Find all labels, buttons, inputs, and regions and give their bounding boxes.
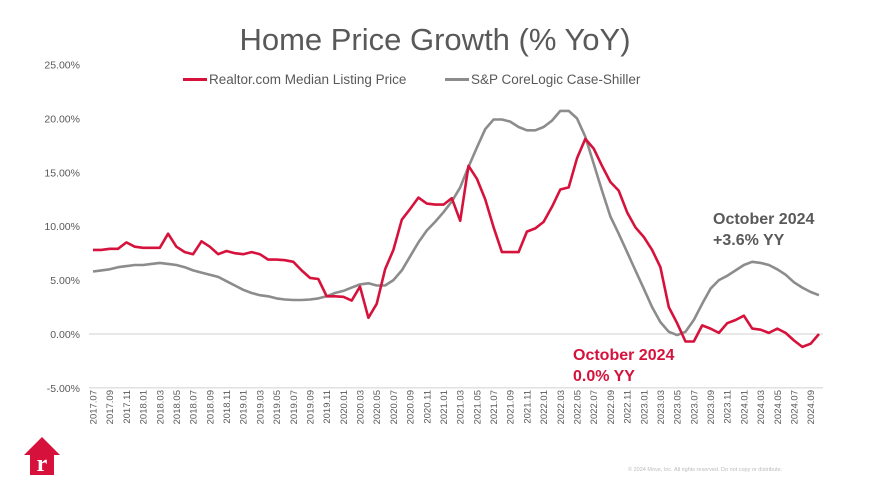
y-tick-label: 25.00%	[44, 60, 80, 72]
x-tick-label: 2023.03	[656, 390, 667, 424]
annotation-realtor-date: October 2024	[573, 347, 675, 364]
annotation-case-shiller-date: October 2024	[713, 211, 815, 228]
x-tick-label: 2024.09	[806, 390, 817, 424]
x-tick-label: 2023.07	[689, 390, 700, 424]
svg-text:r: r	[37, 451, 48, 475]
y-tick-label: 15.00%	[44, 167, 80, 179]
legend-swatch-realtor	[183, 78, 207, 81]
x-tick-label: 2020.09	[406, 390, 417, 424]
chart-title: Home Price Growth (% YoY)	[239, 22, 631, 57]
x-tick-label: 2024.01	[739, 390, 750, 424]
legend-swatch-case-shiller	[445, 78, 469, 81]
x-tick-label: 2022.11	[623, 390, 634, 424]
x-tick-label: 2020.05	[372, 390, 383, 424]
x-tick-label: 2022.03	[556, 390, 567, 424]
annotation-case-shiller: October 2024 +3.6% YY	[713, 209, 814, 251]
x-tick-label: 2023.11	[723, 390, 734, 424]
x-tick-label: 2019.11	[322, 390, 333, 424]
y-tick-label: 5.00%	[50, 275, 80, 287]
x-tick-label: 2021.03	[456, 390, 467, 424]
y-tick-label: 20.00%	[44, 113, 80, 125]
x-tick-label: 2020.03	[356, 390, 367, 424]
x-tick-label: 2019.07	[289, 390, 300, 424]
x-tick-label: 2021.01	[439, 390, 450, 424]
x-tick-label: 2020.11	[422, 390, 433, 424]
y-tick-label: -5.00%	[47, 383, 80, 395]
x-tick-label: 2022.07	[589, 390, 600, 424]
x-tick-label: 2018.01	[139, 390, 150, 424]
annotation-realtor-value: 0.0% YY	[573, 368, 635, 385]
x-tick-label: 2021.07	[489, 390, 500, 424]
x-tick-label: 2022.01	[539, 390, 550, 424]
series-line-realtor	[93, 137, 820, 349]
x-tick-label: 2020.07	[389, 390, 400, 424]
x-tick-label: 2021.05	[472, 390, 483, 424]
x-tick-label: 2019.03	[255, 390, 266, 424]
legend-item-realtor: Realtor.com Median Listing Price	[183, 72, 406, 87]
x-tick-label: 2021.11	[522, 390, 533, 424]
x-tick-label: 2024.07	[789, 390, 800, 424]
series-line-case-shiller	[92, 109, 820, 337]
x-tick-label: 2019.05	[272, 390, 283, 424]
x-tick-label: 2018.05	[172, 390, 183, 424]
copyright-notice: © 2024 Move, Inc. All rights reserved. D…	[628, 467, 783, 473]
x-tick-label: 2019.01	[239, 390, 250, 424]
x-tick-label: 2024.03	[756, 390, 767, 424]
x-tick-label: 2018.03	[155, 390, 166, 424]
x-tick-label: 2024.05	[773, 390, 784, 424]
legend-item-case-shiller: S&P CoreLogic Case-Shiller	[445, 72, 640, 87]
x-tick-label: 2021.09	[506, 390, 517, 424]
legend-label-case-shiller: S&P CoreLogic Case-Shiller	[471, 72, 641, 87]
x-tick-label: 2017.09	[105, 390, 116, 424]
y-tick-label: 10.00%	[44, 221, 80, 233]
x-tick-label: 2022.05	[573, 390, 584, 424]
x-tick-label: 2019.09	[305, 390, 316, 424]
x-tick-label: 2023.05	[673, 390, 684, 424]
x-tick-label: 2017.11	[122, 390, 133, 424]
annotation-realtor: October 2024 0.0% YY	[573, 345, 674, 387]
y-tick-label: 0.00%	[50, 329, 80, 341]
annotation-case-shiller-value: +3.6% YY	[713, 232, 785, 249]
x-tick-label: 2018.07	[189, 390, 200, 424]
x-tick-label: 2022.09	[606, 390, 617, 424]
x-tick-label: 2018.11	[222, 390, 233, 424]
legend-label-realtor: Realtor.com Median Listing Price	[209, 72, 407, 87]
x-tick-label: 2023.01	[639, 390, 650, 424]
x-tick-label: 2020.01	[339, 390, 350, 424]
x-tick-label: 2023.09	[706, 390, 717, 424]
x-tick-label: 2017.07	[89, 390, 100, 424]
x-tick-label: 2018.09	[205, 390, 216, 424]
realtor-logo: r	[24, 437, 60, 480]
